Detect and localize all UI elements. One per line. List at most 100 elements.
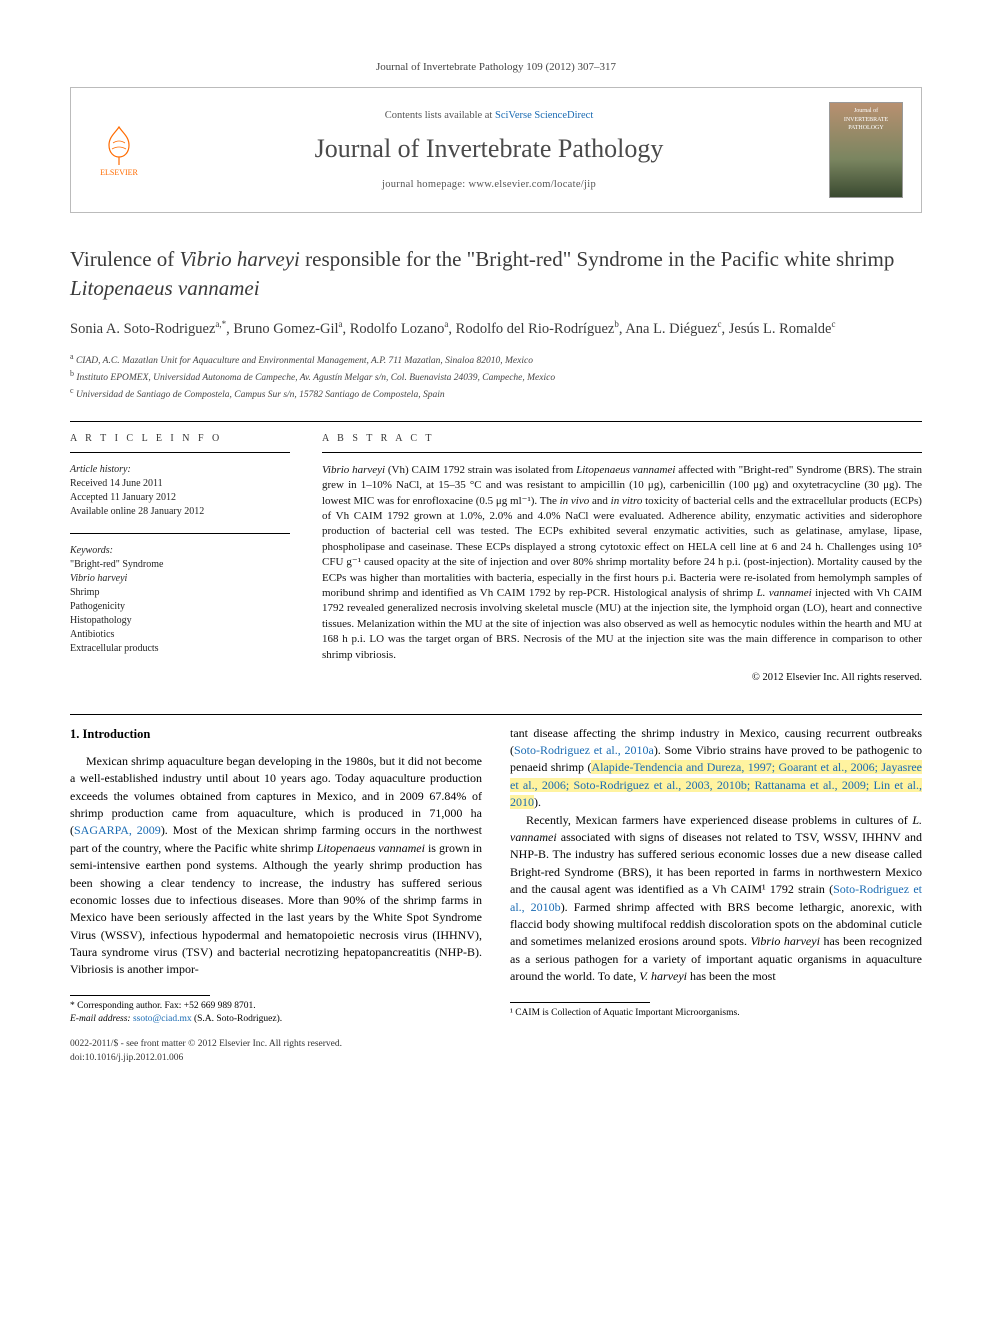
online-line: Available online 28 January 2012 [70, 505, 290, 519]
r2-it-2: Vibrio harveyi [751, 934, 820, 948]
intro-t-3: is grown in semi-intensive earthen pond … [70, 841, 482, 977]
left-column: 1. Introduction Mexican shrimp aquacultu… [70, 725, 482, 1027]
homepage-prefix: journal homepage: [382, 179, 468, 190]
right-column: tant disease affecting the shrimp indust… [510, 725, 922, 1027]
elsevier-label: ELSEVIER [100, 167, 138, 178]
keyword-5: Histopathology [70, 614, 290, 628]
title-text-2: responsible for the "Bright-red" Syndrom… [300, 247, 895, 271]
keywords-block: Keywords: "Bright-red" Syndrome Vibrio h… [70, 544, 290, 656]
front-matter-line: 0022-2011/$ - see front matter © 2012 El… [70, 1038, 922, 1051]
sciencedirect-link[interactable]: SciVerse ScienceDirect [495, 110, 593, 121]
author-2: Bruno Gomez-Gil [233, 321, 338, 337]
keyword-4: Pathogenicity [70, 600, 290, 614]
title-species-2: Litopenaeus vannamei [70, 276, 260, 300]
keyword-2: Vibrio harveyi [70, 572, 290, 586]
keyword-7: Extracellular products [70, 642, 290, 656]
r2-t-1: Recently, Mexican farmers have experienc… [526, 813, 912, 827]
info-abstract-row: A R T I C L E I N F O Article history: R… [70, 432, 922, 686]
author-5: Ana L. Diéguez [625, 321, 717, 337]
keyword-6: Antibiotics [70, 628, 290, 642]
author-1-sup: a,* [215, 319, 226, 329]
article-title: Virulence of Vibrio harveyi responsible … [70, 245, 922, 302]
title-text-1: Virulence of [70, 247, 180, 271]
caim-footnote: ¹ CAIM is Collection of Aquatic Importan… [510, 1007, 922, 1021]
email-suffix: (S.A. Soto-Rodriguez). [192, 1014, 283, 1024]
author-4-sup: b [614, 319, 619, 329]
author-2-sup: a [339, 319, 343, 329]
corr-email-line: E-mail address: ssoto@ciad.mx (S.A. Soto… [70, 1013, 482, 1026]
keyword-1: "Bright-red" Syndrome [70, 558, 290, 572]
cover-text-1: Journal of [854, 107, 878, 115]
ref-sagarpa-2009[interactable]: SAGARPA, 2009 [74, 823, 161, 837]
page-root: Journal of Invertebrate Pathology 109 (2… [0, 0, 992, 1105]
divider-rule-2 [70, 714, 922, 715]
abs-it-1: Vibrio harveyi [322, 464, 385, 476]
divider-rule-info [70, 452, 290, 453]
r2-t-5: has been the most [687, 969, 776, 983]
intro-heading: 1. Introduction [70, 725, 482, 743]
homepage-line: journal homepage: www.elsevier.com/locat… [167, 178, 811, 193]
r2-it-3: V. harveyi [639, 969, 687, 983]
intro-it-1: Litopenaeus vannamei [317, 841, 425, 855]
abs-t-4: toxicity of bacterial cells and the extr… [322, 495, 922, 599]
abs-it-4: in vitro [611, 495, 643, 507]
abstract-copyright: © 2012 Elsevier Inc. All rights reserved… [322, 671, 922, 686]
corr-email-link[interactable]: ssoto@ciad.mx [133, 1014, 192, 1024]
corr-fax: * Corresponding author. Fax: +52 669 989… [70, 1000, 482, 1013]
journal-title: Journal of Invertebrate Pathology [167, 131, 811, 167]
author-3: Rodolfo Lozano [350, 321, 445, 337]
affiliation-a: a CIAD, A.C. Mazatlan Unit for Aquacultu… [70, 351, 922, 368]
article-history-block: Article history: Received 14 June 2011 A… [70, 463, 290, 519]
title-species-1: Vibrio harveyi [180, 247, 300, 271]
divider-rule-kw [70, 533, 290, 534]
body-columns: 1. Introduction Mexican shrimp aquacultu… [70, 725, 922, 1027]
article-info-label: A R T I C L E I N F O [70, 432, 290, 446]
author-6: Jesús L. Romalde [729, 321, 832, 337]
affiliation-b: b Instituto EPOMEX, Universidad Autonoma… [70, 368, 922, 385]
author-6-sup: c [831, 319, 835, 329]
elsevier-tree-icon [97, 123, 141, 167]
corresponding-author-footnote: * Corresponding author. Fax: +52 669 989… [70, 1000, 482, 1027]
affiliations: a CIAD, A.C. Mazatlan Unit for Aquacultu… [70, 351, 922, 403]
journal-header-box: ELSEVIER Contents lists available at Sci… [70, 87, 922, 213]
intro-paragraph-1: Mexican shrimp aquaculture began develop… [70, 753, 482, 979]
homepage-url[interactable]: www.elsevier.com/locate/jip [468, 179, 596, 190]
footnote-rule-left [70, 995, 210, 996]
author-3-sup: a [444, 319, 448, 329]
footnote-rule-right [510, 1002, 650, 1003]
author-4: Rodolfo del Rio-Rodríguez [456, 321, 615, 337]
elsevier-logo: ELSEVIER [89, 117, 149, 183]
cover-text-3: PATHOLOGY [848, 124, 883, 132]
abstract-label: A B S T R A C T [322, 432, 922, 446]
cover-text-2: INVERTEBRATE [844, 116, 888, 124]
journal-cover-thumbnail: Journal of INVERTEBRATE PATHOLOGY [829, 102, 903, 198]
intro-paragraph-1-cont: tant disease affecting the shrimp indust… [510, 725, 922, 812]
affiliation-c: c Universidad de Santiago de Compostela,… [70, 385, 922, 402]
keyword-3: Shrimp [70, 586, 290, 600]
keywords-heading: Keywords: [70, 544, 290, 558]
contents-prefix: Contents lists available at [385, 110, 495, 121]
accepted-line: Accepted 11 January 2012 [70, 491, 290, 505]
journal-reference: Journal of Invertebrate Pathology 109 (2… [70, 60, 922, 75]
abstract-text: Vibrio harveyi (Vh) CAIM 1792 strain was… [322, 463, 922, 663]
ref-soto-2010a[interactable]: Soto-Rodriguez et al., 2010a [514, 743, 654, 757]
header-center: Contents lists available at SciVerse Sci… [167, 109, 811, 193]
abstract-column: A B S T R A C T Vibrio harveyi (Vh) CAIM… [322, 432, 922, 686]
contents-line: Contents lists available at SciVerse Sci… [167, 109, 811, 124]
email-label: E-mail address: [70, 1014, 131, 1024]
received-line: Received 14 June 2011 [70, 477, 290, 491]
authors-list: Sonia A. Soto-Rodrigueza,*, Bruno Gomez-… [70, 318, 922, 341]
abs-t-3: and [589, 495, 610, 507]
divider-rule-1 [70, 421, 922, 422]
r-t-3: ). [534, 795, 541, 809]
divider-rule-abs [322, 452, 922, 453]
abs-it-5: L. vannamei [757, 587, 812, 599]
doi-line: doi:10.1016/j.jip.2012.01.006 [70, 1052, 922, 1065]
abs-it-3: in vivo [560, 495, 590, 507]
author-1: Sonia A. Soto-Rodriguez [70, 321, 215, 337]
author-5-sup: c [717, 319, 721, 329]
abs-it-2: Litopenaeus vannamei [576, 464, 675, 476]
history-heading: Article history: [70, 463, 290, 477]
article-info-column: A R T I C L E I N F O Article history: R… [70, 432, 290, 686]
abs-t-1: (Vh) CAIM 1792 strain was isolated from [385, 464, 576, 476]
